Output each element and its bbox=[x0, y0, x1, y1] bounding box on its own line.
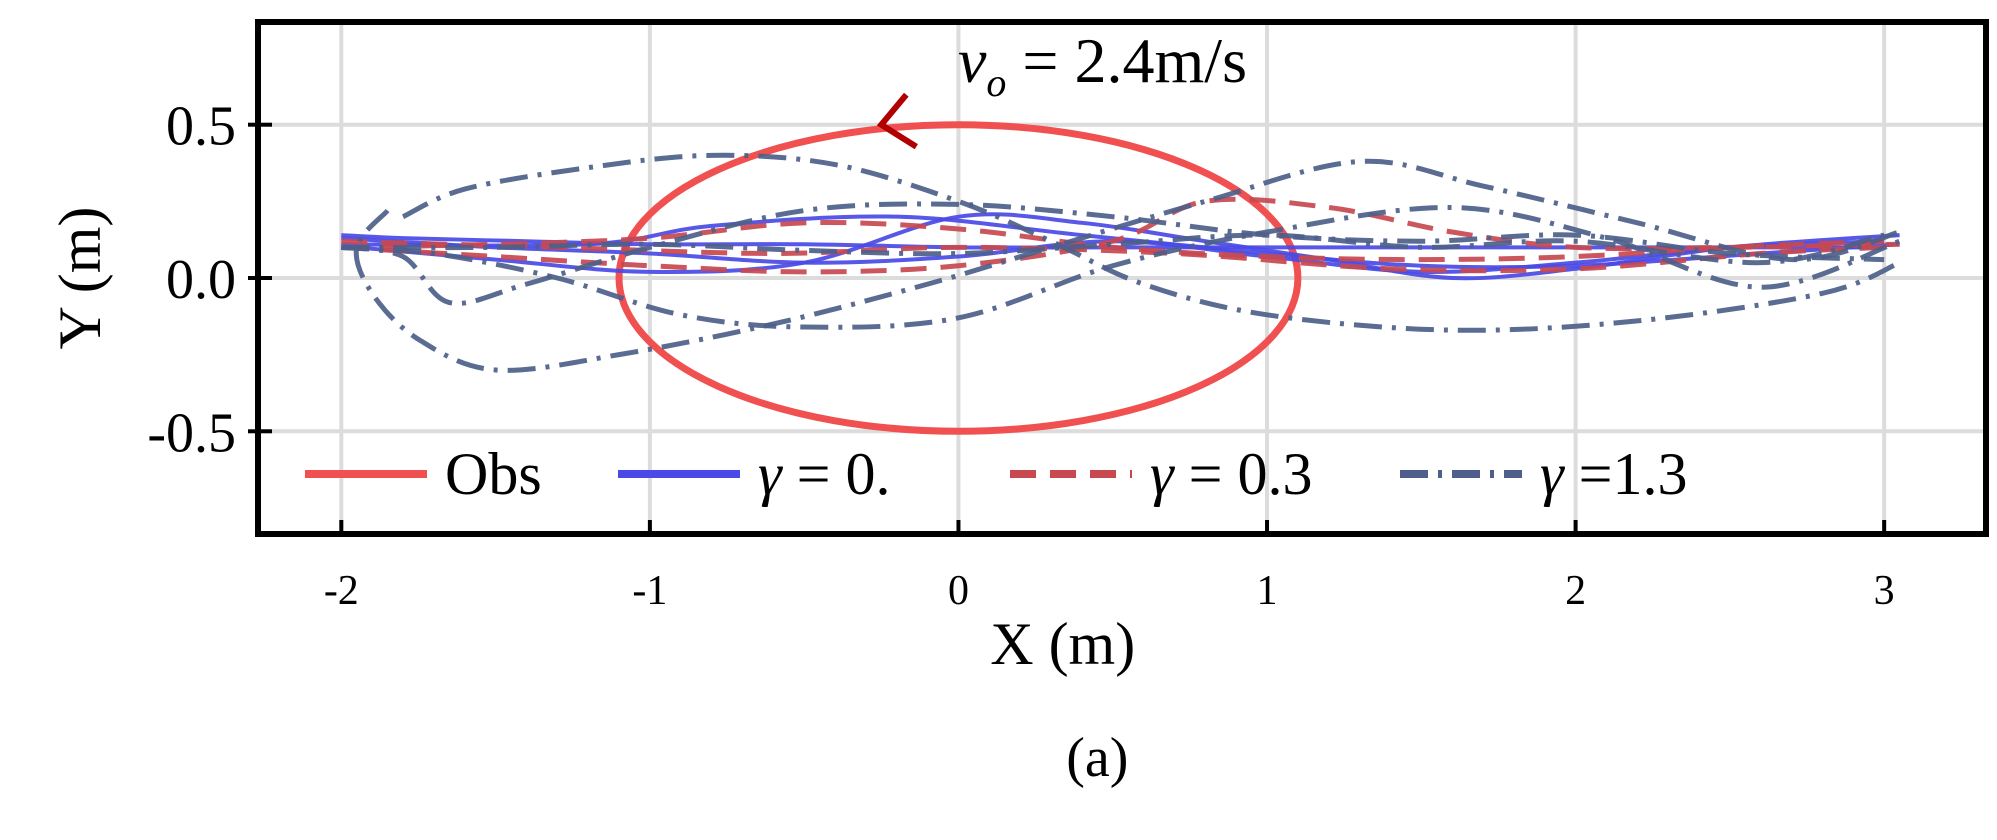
y-tick-label: 0.0 bbox=[166, 249, 236, 311]
x-axis-label: X (m) bbox=[990, 611, 1135, 677]
legend-label: Obs bbox=[445, 441, 542, 507]
legend-symbol: γ bbox=[1150, 441, 1175, 507]
x-tick-label: -2 bbox=[324, 568, 359, 614]
grid bbox=[258, 22, 1986, 534]
legend-symbol: γ bbox=[758, 441, 783, 507]
x-tick-label: -1 bbox=[632, 568, 667, 614]
y-tick-label: 0.5 bbox=[166, 96, 236, 158]
legend-label: γ =1.3 bbox=[1540, 441, 1688, 507]
trajectory-line bbox=[353, 158, 1901, 373]
legend-value: =1.3 bbox=[1564, 441, 1688, 507]
y-axis-label: Y (m) bbox=[47, 207, 113, 350]
arrow-icon bbox=[876, 92, 918, 150]
obstacle-ellipse bbox=[615, 121, 1302, 435]
legend-value: = 0. bbox=[782, 441, 891, 507]
trajectory-line bbox=[341, 219, 1885, 263]
figure-caption: (a) bbox=[1066, 727, 1128, 789]
legend-value: = 0.3 bbox=[1174, 441, 1313, 507]
trajectory-line bbox=[340, 201, 1885, 306]
obstacle-layer bbox=[615, 121, 1302, 435]
trajectory-line bbox=[341, 204, 1901, 330]
velocity-annotation: vo = 2.4m/s bbox=[876, 25, 1247, 150]
series-layer bbox=[340, 152, 1901, 373]
x-tick-label: 0 bbox=[948, 568, 969, 614]
legend-label: γ = 0. bbox=[758, 441, 891, 507]
legend-symbol: γ bbox=[1540, 441, 1565, 507]
x-tick-label: 1 bbox=[1257, 568, 1278, 614]
axis-ticks: -2 -1 0 1 2 3 -0.5 0.0 0.5 bbox=[147, 96, 1894, 614]
y-tick-label: -0.5 bbox=[147, 402, 236, 464]
annotation-sub: o bbox=[986, 60, 1006, 105]
annotation-value: = 2.4m/s bbox=[1006, 25, 1247, 96]
legend: Obs γ = 0. γ = 0.3 γ =1.3 bbox=[305, 441, 1688, 507]
series--1-3 bbox=[340, 152, 1901, 373]
annotation-text: vo = 2.4m/s bbox=[958, 25, 1247, 105]
annotation-var: v bbox=[958, 25, 987, 96]
trajectory-line bbox=[401, 152, 1901, 333]
x-tick-label: 2 bbox=[1565, 568, 1586, 614]
x-tick-label: 3 bbox=[1874, 568, 1895, 614]
legend-label: γ = 0.3 bbox=[1150, 441, 1313, 507]
trajectory-line bbox=[341, 232, 1885, 266]
